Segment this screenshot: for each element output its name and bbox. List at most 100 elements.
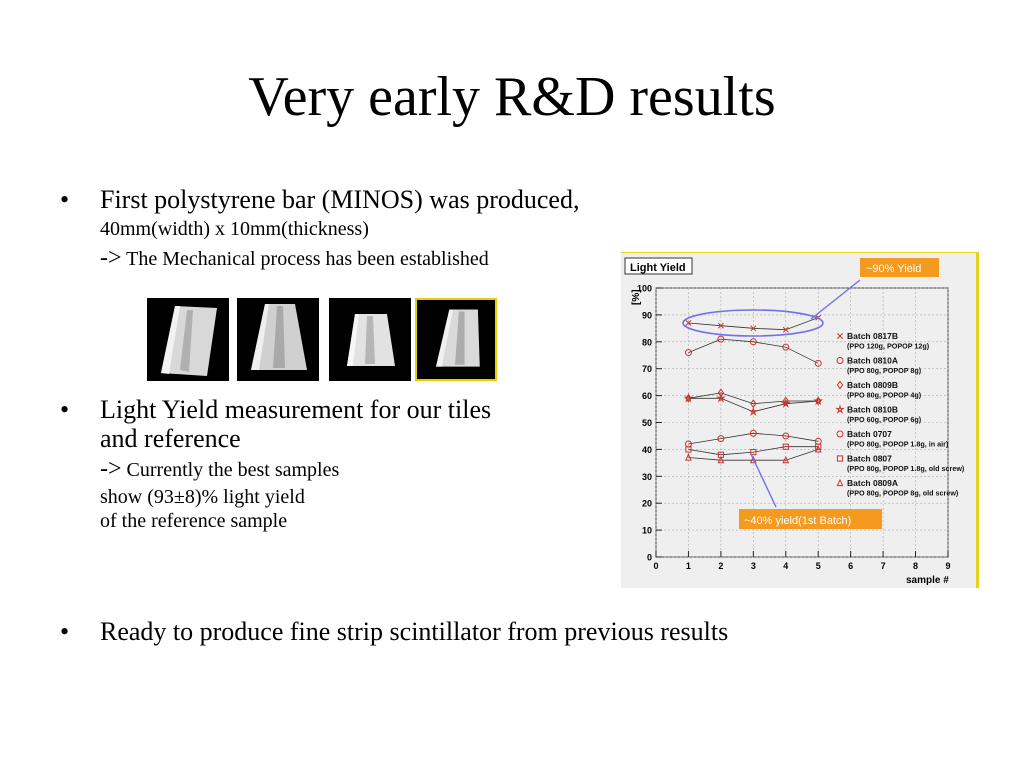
y-tick-label: 50 <box>642 418 652 428</box>
data-point-star <box>780 398 791 408</box>
bullet-marker: • <box>60 185 70 214</box>
data-point-cross <box>685 320 692 326</box>
x-tick-label: 1 <box>686 561 691 571</box>
series-batch-0817b <box>685 314 822 333</box>
data-point-circle <box>836 357 844 364</box>
annotation-40-yield: ~40% yield(1st Batch) <box>744 515 851 527</box>
y-tick-label: 30 <box>642 472 652 482</box>
bullet-marker: • <box>60 395 70 424</box>
data-point-circle <box>749 429 757 437</box>
x-tick-label: 5 <box>816 561 821 571</box>
data-point-cross <box>750 325 757 332</box>
data-point-star <box>748 406 759 417</box>
bullet-2-result-line3: of the reference sample <box>100 510 288 532</box>
data-point-triangle <box>749 455 757 464</box>
bullet-1-text: First polystyrene bar (MINOS) was produc… <box>100 185 580 214</box>
bullet-2-text-line1: Light Yield measurement for our tiles <box>100 395 492 424</box>
series-line <box>688 432 819 445</box>
series-line <box>688 392 819 405</box>
legend-series-name: Batch 0707 <box>847 429 892 439</box>
x-tick-label: 0 <box>653 561 658 571</box>
scintillator-bar-photo <box>147 298 229 381</box>
data-point-square <box>782 443 789 450</box>
legend-entry: Batch 0707(PPO 80g, POPOP 1.8g, in air) <box>836 429 949 449</box>
scintillator-bar-photo <box>237 298 319 381</box>
bullet-2-text-line2: and reference <box>100 424 241 453</box>
data-point-circle <box>814 359 822 367</box>
y-tick-label: 40 <box>642 445 652 455</box>
data-point-square <box>685 446 692 453</box>
data-point-square <box>836 455 844 462</box>
bullet-2-result-line1: -> Currently the best samples <box>100 457 339 482</box>
legend-entry: Batch 0817B(PPO 120g, POPOP 12g) <box>837 331 930 351</box>
legend-series-name: Batch 0810B <box>847 405 898 415</box>
series-batch-0810a <box>684 335 822 367</box>
legend: Batch 0817B(PPO 120g, POPOP 12g)Batch 08… <box>835 331 965 498</box>
legend-entry: Batch 0809B(PPO 80g, POPOP 4g) <box>836 380 922 400</box>
data-point-cross <box>717 322 724 329</box>
bullet-3-text: Ready to produce fine strip scintillator… <box>100 617 729 646</box>
data-point-star <box>813 395 824 406</box>
data-point-circle <box>717 335 725 343</box>
high-yield-group-ellipse <box>682 309 824 337</box>
data-point-triangle <box>717 455 725 464</box>
bullet-2-result-text: Currently the best samples <box>126 459 340 481</box>
series-line <box>688 446 819 456</box>
data-point-circle <box>782 343 790 351</box>
x-tick-label: 7 <box>881 561 886 571</box>
series-layer <box>683 314 824 464</box>
y-tick-label: 70 <box>642 364 652 374</box>
legend-series-detail: (PPO 80g, POPOP 8g, old screw) <box>847 489 959 498</box>
data-point-circle <box>684 349 692 357</box>
bullet-2-result-line2: show (93±8)% light yield <box>100 486 305 508</box>
chart-title: Light Yield <box>630 262 686 274</box>
arrow-glyph: -> <box>100 245 122 271</box>
series-line <box>688 397 819 413</box>
annotation-box-40 <box>739 509 882 529</box>
annotation-90-yield: ~90% Yield <box>866 263 921 275</box>
legend-series-detail: (PPO 80g, POPOP 1.8g, in air) <box>847 440 949 449</box>
y-tick-label: 0 <box>647 553 652 563</box>
series-line <box>688 338 819 364</box>
annotation-box-90 <box>860 258 939 277</box>
legend-entry: Batch 0810B(PPO 60g, POPOP 6g) <box>835 404 922 424</box>
data-point-diamond <box>836 380 844 390</box>
light-yield-chart-svg: Light Yield [%] 0 10 20 30 40 50 60 70 80 90 100 0 1… <box>624 257 965 586</box>
legend-series-detail: (PPO 60g, POPOP 6g) <box>847 415 922 424</box>
data-point-circle <box>717 435 725 443</box>
y-axis-label: [%] <box>631 289 642 305</box>
data-point-star <box>835 404 845 414</box>
legend-series-name: Batch 0810A <box>847 356 898 366</box>
data-point-circle <box>836 430 844 438</box>
y-tick-label: 60 <box>642 391 652 401</box>
data-point-triangle <box>836 478 844 487</box>
data-point-circle <box>749 338 757 346</box>
annotation-arrow-90 <box>810 279 861 320</box>
x-tick-label: 4 <box>783 561 788 571</box>
legend-entry: Batch 0809A(PPO 80g, POPOP 8g, old screw… <box>836 478 959 498</box>
x-tick-label: 8 <box>913 561 918 571</box>
legend-series-detail: (PPO 80g, POPOP 1.8g, old screw) <box>847 464 965 473</box>
chart-title-box <box>624 257 693 275</box>
data-point-square <box>750 448 757 456</box>
x-tick-label: 9 <box>945 561 950 571</box>
bullet-1-conclusion-text: The Mechanical process has been establis… <box>126 248 489 270</box>
x-tick-label: 2 <box>718 561 723 571</box>
legend-series-name: Batch 0809A <box>847 478 898 488</box>
legend-entry: Batch 0810A(PPO 80g, POPOP 8g) <box>836 356 922 375</box>
scintillator-bar-photo <box>329 298 411 381</box>
legend-series-name: Batch 0809B <box>847 380 898 390</box>
light-yield-chart: Light Yield [%] 0 10 20 30 40 50 60 70 80 90 100 0 1… <box>621 252 979 588</box>
arrow-glyph: -> <box>100 456 122 482</box>
legend-series-name: Batch 0807 <box>847 454 892 464</box>
legend-entry: Batch 0807(PPO 80g, POPOP 1.8g, old scre… <box>836 454 965 473</box>
legend-series-name: Batch 0817B <box>847 331 898 341</box>
y-tick-label: 80 <box>642 337 652 347</box>
data-point-star <box>716 393 726 403</box>
x-tick-label: 6 <box>848 561 853 571</box>
data-point-square <box>815 443 822 450</box>
gridlines <box>655 287 949 558</box>
data-point-triangle <box>685 453 692 461</box>
y-tick-label: 90 <box>642 310 652 320</box>
legend-series-detail: (PPO 120g, POPOP 12g) <box>847 342 930 351</box>
